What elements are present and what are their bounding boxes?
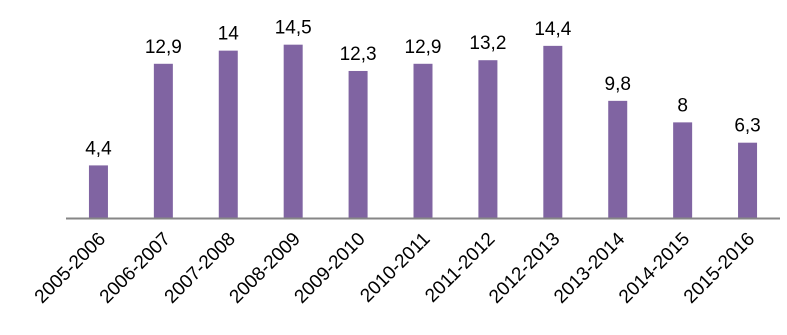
x-tick-label-2015-2016: 2015-2016	[680, 229, 759, 308]
bar-2013-2014	[608, 100, 628, 218]
data-label-2012-2013: 14,4	[534, 19, 571, 40]
data-label-2011-2012: 13,2	[469, 33, 506, 54]
bar-2015-2016	[738, 142, 758, 218]
bar-2010-2011	[413, 63, 433, 218]
data-label-2013-2014: 9,8	[605, 74, 631, 95]
data-label-2015-2016: 6,3	[734, 116, 760, 137]
bar-2009-2010	[348, 70, 368, 218]
bar-2011-2012	[478, 60, 498, 219]
data-label-2008-2009: 14,5	[275, 18, 312, 39]
bar-2012-2013	[543, 45, 563, 218]
bar-2014-2015	[673, 122, 693, 218]
data-label-2005-2006: 4,4	[85, 138, 112, 159]
data-label-2009-2010: 12,3	[340, 44, 377, 65]
bars-group	[88, 44, 758, 219]
data-label-2006-2007: 12,9	[145, 37, 182, 58]
data-labels-group: 4,4 12,9 14 14,5 12,3 12,9 13,2 14,4 9,8 8 6,3	[85, 18, 761, 160]
bar-2007-2008	[218, 50, 238, 218]
data-label-2014-2015: 8	[677, 95, 688, 116]
bar-2008-2009	[283, 44, 303, 218]
x-tick-label-2009-2010: 2009-2010	[291, 229, 370, 308]
bar-2005-2006	[88, 165, 108, 218]
data-label-2010-2011: 12,9	[405, 37, 442, 58]
x-tick-label-2010-2011: 2010-2011	[356, 229, 434, 307]
bar-2006-2007	[153, 63, 173, 218]
data-label-2007-2008: 14	[218, 24, 240, 45]
x-tick-labels-group: 2005-20062006-20072007-20082008-20092009…	[31, 228, 759, 307]
